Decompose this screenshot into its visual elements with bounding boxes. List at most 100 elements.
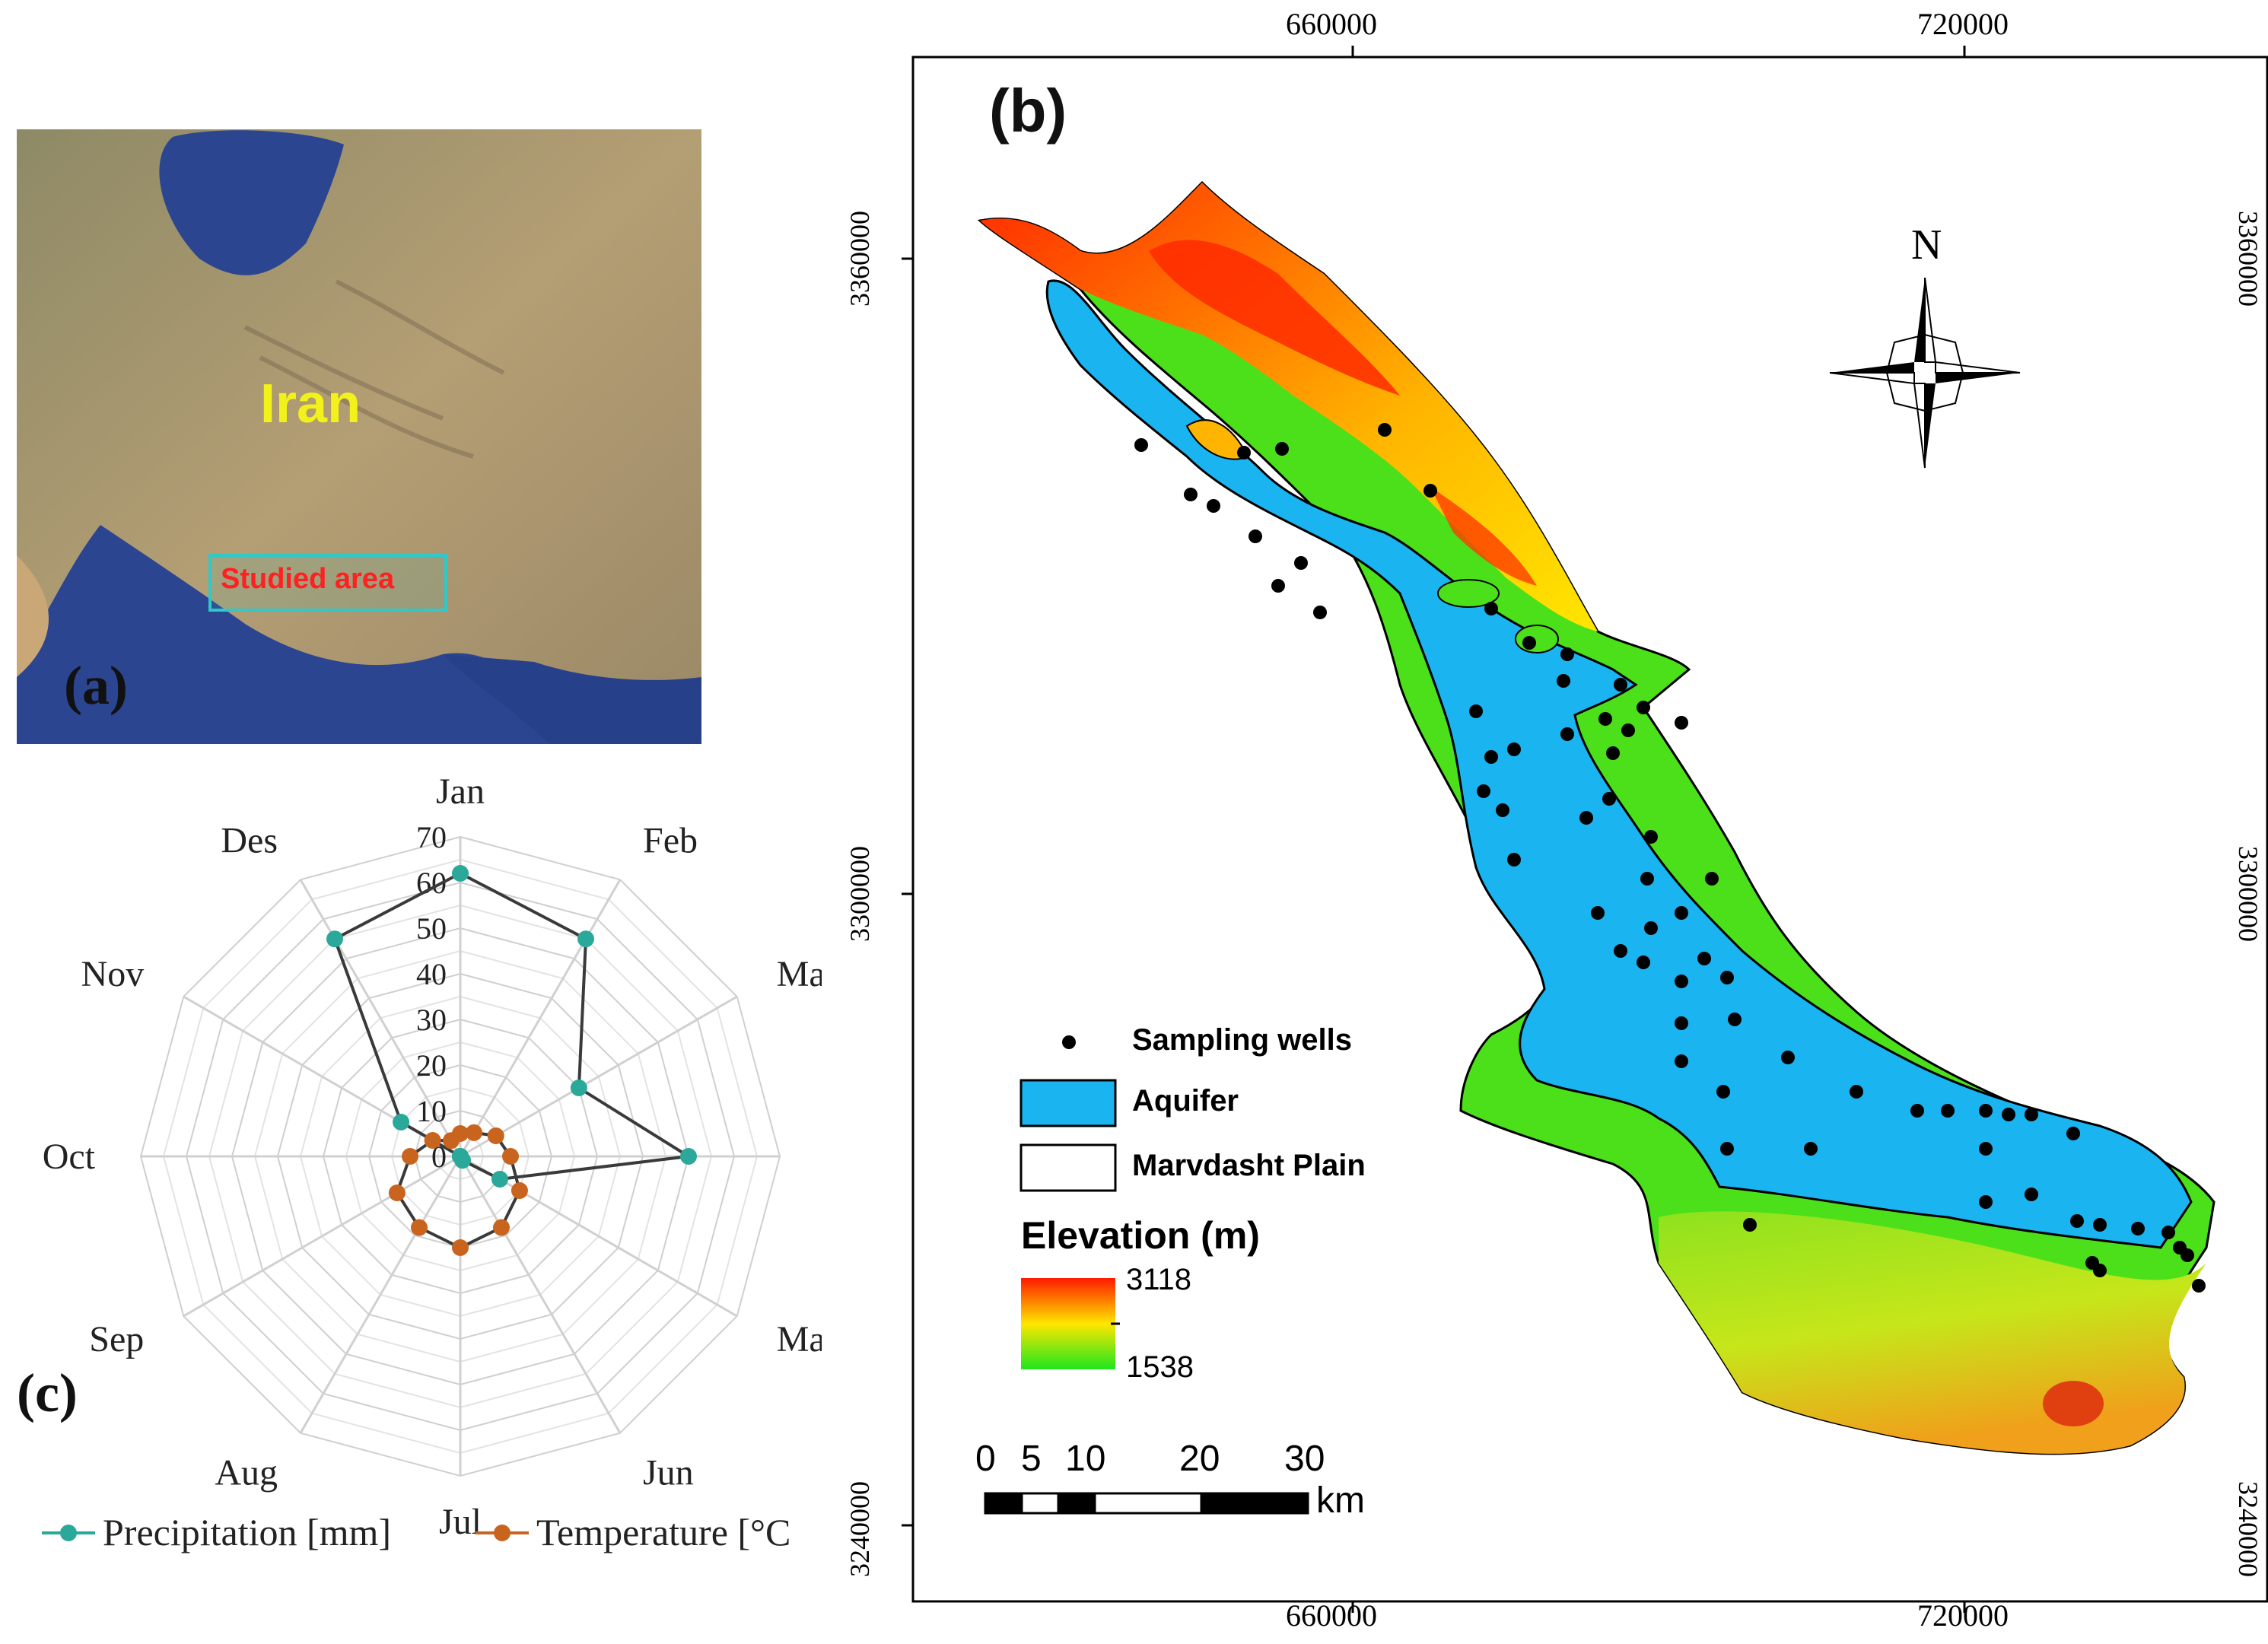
- legend-label: Temperature [°C: [536, 1511, 790, 1553]
- sampling-well: [1271, 579, 1285, 593]
- series-point-temperature: [466, 1124, 482, 1141]
- sampling-well: [1979, 1195, 1993, 1209]
- sampling-well: [2085, 1256, 2099, 1270]
- x-tick-bottom-1: 660000: [1286, 1598, 1377, 1633]
- sampling-well: [1484, 750, 1498, 764]
- series-point-precipitation: [452, 1148, 469, 1165]
- series-point-temperature: [411, 1219, 428, 1236]
- legend-marker: [60, 1525, 77, 1541]
- sampling-well: [1557, 674, 1570, 688]
- sampling-well: [1207, 499, 1220, 513]
- country-label: Iran: [260, 374, 361, 434]
- sampling-well: [1720, 971, 1734, 984]
- sampling-well: [1716, 1085, 1730, 1099]
- legend-marker: [494, 1525, 511, 1541]
- sampling-well: [1423, 484, 1437, 498]
- panel-c-label: (c): [17, 1363, 78, 1423]
- sampling-well: [1507, 743, 1521, 756]
- series-point-precipitation: [491, 1171, 508, 1188]
- series-point-temperature: [511, 1182, 528, 1199]
- legend-wells-label: Sampling wells: [1132, 1023, 1352, 1057]
- category-label: Jul: [439, 1502, 482, 1542]
- series-point-precipitation: [326, 930, 343, 948]
- sampling-well: [1602, 792, 1616, 806]
- sampling-well: [1850, 1085, 1863, 1099]
- sampling-well: [1941, 1104, 1955, 1118]
- scale-unit: km: [1316, 1480, 1365, 1521]
- sampling-well: [1979, 1104, 1993, 1118]
- sampling-well: [1640, 872, 1654, 886]
- y-tick-right-2: 3300000: [2233, 846, 2263, 942]
- radar-spoke: [459, 1156, 622, 1434]
- panel-b-map: (b) N 660000 720000 660000 720000 336000…: [806, 0, 2268, 1640]
- sampling-well: [1728, 1013, 1742, 1026]
- sampling-well: [1675, 1054, 1688, 1068]
- studied-area-label: Studied area: [221, 563, 395, 595]
- series-point-temperature: [502, 1148, 519, 1165]
- legend-elev-max: 3118: [1126, 1263, 1192, 1296]
- sampling-well: [1294, 556, 1308, 570]
- radial-tick-label: 10: [416, 1094, 447, 1128]
- sampling-well: [1675, 716, 1688, 730]
- sampling-well: [2025, 1188, 2038, 1201]
- series-point-temperature: [487, 1127, 504, 1144]
- sampling-well: [1477, 784, 1490, 798]
- sampling-well: [1313, 606, 1327, 619]
- sampling-well: [1781, 1051, 1795, 1064]
- category-label: Sep: [89, 1319, 144, 1359]
- sampling-well: [1644, 830, 1658, 844]
- sampling-well: [2066, 1127, 2080, 1140]
- category-label: Des: [221, 820, 278, 860]
- sampling-well: [1910, 1104, 1924, 1118]
- y-tick-right-1: 3360000: [2233, 211, 2263, 307]
- scale-tick-5: 5: [1021, 1439, 1042, 1479]
- sampling-well: [1522, 636, 1536, 650]
- marvdasht-map-svg: [902, 46, 2268, 1613]
- sampling-well: [1697, 952, 1711, 965]
- legend-well-symbol: [1062, 1035, 1076, 1049]
- north-label: N: [1911, 221, 1942, 269]
- legend-plain-label: Marvdasht Plain: [1132, 1149, 1366, 1182]
- radial-tick-label: 20: [416, 1048, 447, 1083]
- legend-elevation-title: Elevation (m): [1021, 1214, 1260, 1257]
- series-point-precipitation: [577, 930, 594, 948]
- series-point-precipitation: [570, 1080, 587, 1096]
- legend-label: Precipitation [mm]: [103, 1511, 391, 1553]
- legend-aquifer-swatch: [1019, 1079, 1117, 1127]
- category-label: Jan: [436, 771, 485, 812]
- sampling-well: [1237, 446, 1251, 459]
- sampling-well: [1637, 701, 1650, 714]
- scale-tick-30: 30: [1284, 1439, 1325, 1479]
- radial-tick-label: 50: [416, 911, 447, 946]
- y-tick-left-2: 3300000: [845, 846, 875, 942]
- legend-elev-min: 1538: [1126, 1350, 1194, 1384]
- sampling-well: [1621, 723, 1635, 737]
- sampling-well: [1979, 1142, 1993, 1156]
- radial-tick-label: 40: [416, 957, 447, 991]
- sampling-well: [1275, 442, 1289, 456]
- sampling-well: [1507, 853, 1521, 867]
- scale-tick-20: 20: [1179, 1439, 1220, 1479]
- sampling-well: [2070, 1214, 2084, 1228]
- sampling-well: [2025, 1108, 2038, 1121]
- sampling-well: [1743, 1218, 1757, 1232]
- series-point-temperature: [493, 1219, 510, 1236]
- series-point-precipitation: [680, 1148, 697, 1165]
- sampling-well: [1469, 704, 1483, 718]
- series-point-precipitation: [452, 865, 469, 882]
- scale-tick-0: 0: [975, 1439, 996, 1479]
- series-point-precipitation: [393, 1114, 410, 1130]
- y-tick-right-3: 3240000: [2233, 1481, 2263, 1577]
- sampling-well: [2192, 1279, 2206, 1293]
- sampling-well: [1134, 438, 1148, 452]
- sampling-well: [1637, 956, 1650, 969]
- sampling-well: [1598, 712, 1612, 726]
- series-point-temperature: [402, 1148, 418, 1165]
- sampling-well: [1484, 602, 1498, 615]
- legend-elevation-ramp: [1021, 1278, 1115, 1369]
- radar-chart-svg: 010203040506070JanFebMarAMayJunJulAugSep…: [42, 771, 852, 1553]
- sampling-well: [1720, 1142, 1734, 1156]
- sampling-well: [1184, 488, 1198, 501]
- sampling-well: [2093, 1218, 2107, 1232]
- radar-spoke: [299, 1156, 462, 1434]
